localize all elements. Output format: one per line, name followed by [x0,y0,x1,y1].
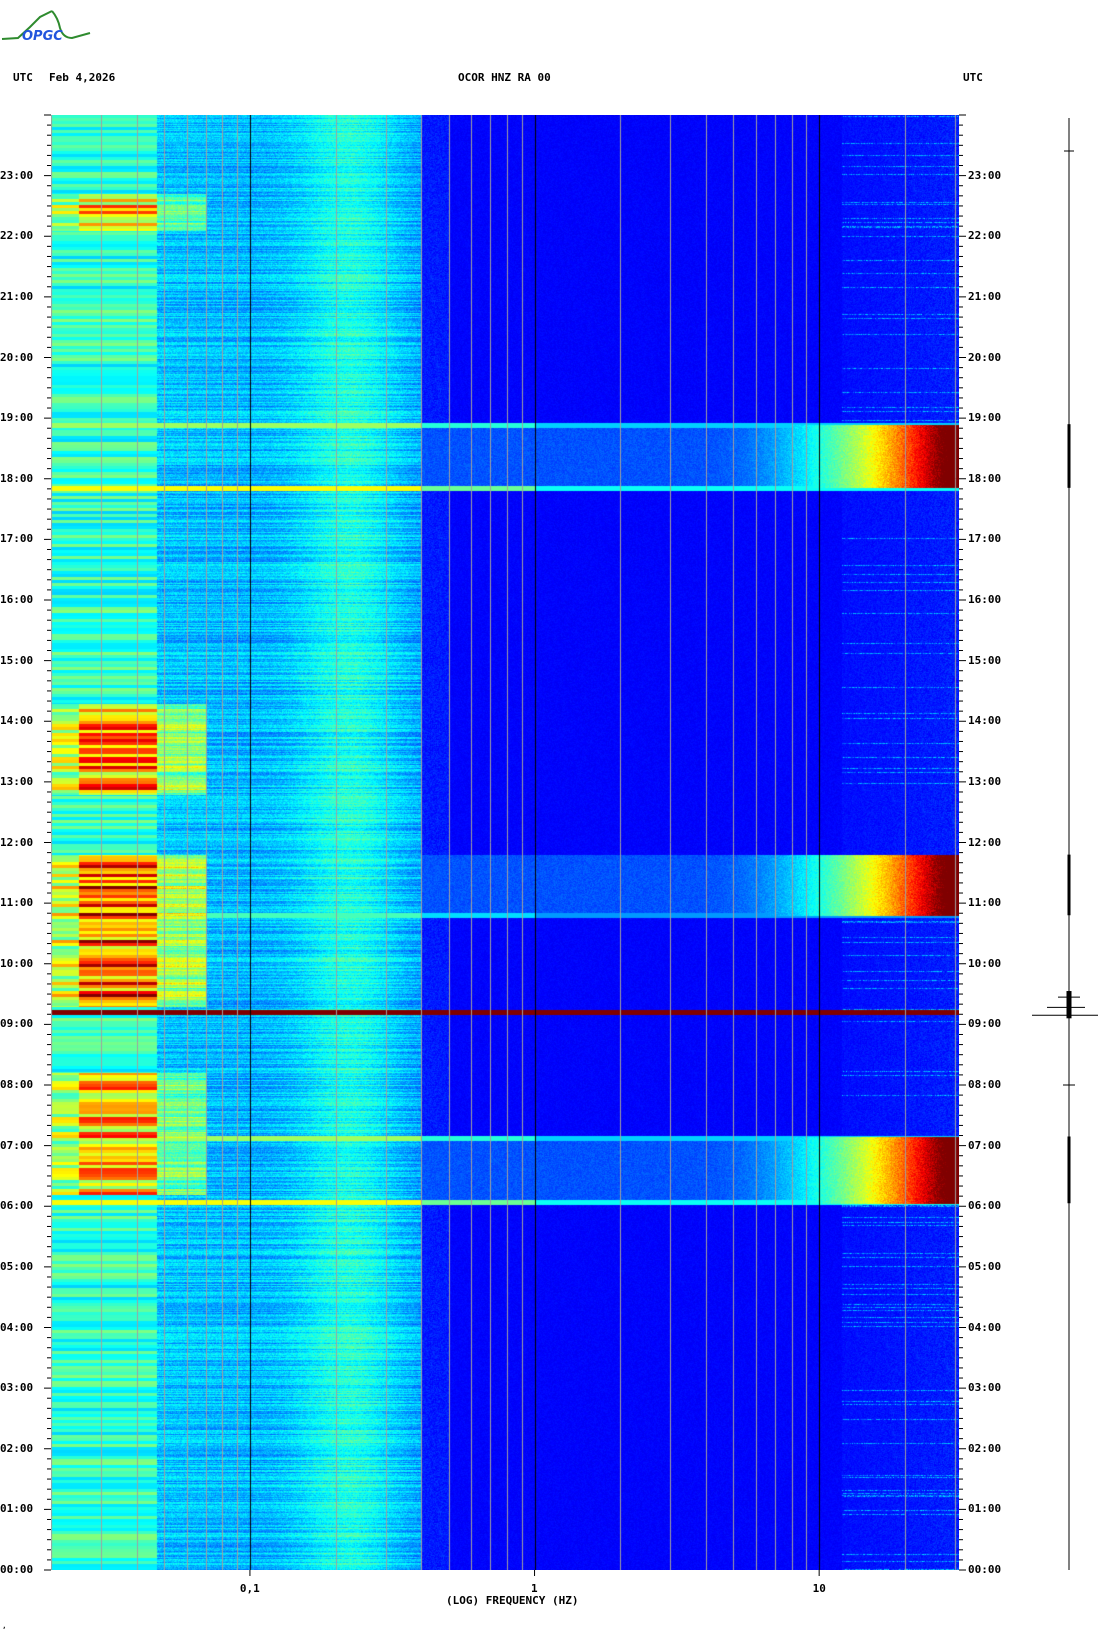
y-tick-label-left: 23:00 [0,168,34,182]
y-tick-label-left: 20:00 [0,350,34,364]
y-tick-label-right: 14:00 [968,714,1002,728]
y-tick-label-right: 23:00 [968,168,1002,182]
y-tick-label-right: 13:00 [968,774,1002,788]
y-tick-label-left: 21:00 [0,289,34,303]
y-tick-label-left: 03:00 [0,1381,34,1395]
y-tick-label-left: 01:00 [0,1502,34,1516]
y-tick-label-right: 16:00 [968,593,1002,606]
y-tick-label-left: 00:00 [0,1563,34,1576]
y-tick-label-left: 13:00 [0,774,34,788]
y-tick-label-right: 19:00 [968,411,1002,425]
y-tick-label-right: 06:00 [968,1199,1002,1213]
y-tick-label-right: 12:00 [968,835,1002,849]
y-tick-label-left: 02:00 [0,1441,34,1455]
y-tick-label-right: 10:00 [968,956,1002,970]
y-tick-label-left: 11:00 [0,896,34,910]
y-tick-label-right: 11:00 [968,896,1002,910]
y-tick-label-right: 00:00 [968,1563,1002,1576]
header-timezone-right: UTC [963,71,983,84]
y-tick-label-right: 05:00 [968,1259,1002,1273]
y-tick-label-right: 03:00 [968,1381,1002,1395]
y-tick-label-right: 15:00 [968,653,1002,667]
x-axis-title: (LOG) FREQUENCY (HZ) [446,1594,579,1607]
y-tick-label-right: 18:00 [968,471,1002,485]
y-tick-label-right: 01:00 [968,1502,1002,1516]
header-station: OCOR HNZ RA 00 [458,71,551,84]
y-tick-label-left: 06:00 [0,1199,34,1213]
y-tick-label-left: 04:00 [0,1320,34,1334]
y-tick-label-left: 12:00 [0,835,34,849]
y-tick-label-right: 09:00 [968,1017,1002,1031]
y-tick-label-left: 10:00 [0,956,34,970]
header-timezone-left: UTC [13,71,33,84]
y-tick-label-right: 04:00 [968,1320,1002,1334]
footer-mark: ʼ [2,1626,7,1634]
opgc-logo: OPGC [1,10,91,44]
y-tick-label-left: 17:00 [0,532,34,546]
x-tick-label-10: 10 [812,1582,826,1595]
y-tick-label-left: 16:00 [0,593,34,606]
y-tick-label-left: 07:00 [0,1138,34,1152]
x-tick-label-1: 1 [531,1582,538,1595]
y-tick-label-right: 08:00 [968,1078,1002,1091]
spectrogram-heatmap [51,115,959,1570]
y-tick-label-left: 14:00 [0,714,34,728]
y-tick-label-right: 21:00 [968,289,1002,303]
y-tick-label-left: 05:00 [0,1259,34,1273]
y-tick-label-right: 07:00 [968,1138,1002,1152]
y-tick-label-right: 02:00 [968,1441,1002,1455]
y-tick-label-right: 22:00 [968,229,1002,243]
y-tick-label-left: 22:00 [0,229,34,243]
y-tick-label-left: 15:00 [0,653,34,667]
x-tick-label-0.1: 0,1 [239,1582,260,1595]
logo-text: OPGC [22,29,63,44]
y-tick-label-left: 09:00 [0,1017,34,1031]
y-tick-label-right: 17:00 [968,532,1002,546]
y-tick-label-left: 08:00 [0,1078,34,1091]
y-tick-label-left: 19:00 [0,411,34,425]
y-tick-label-left: 18:00 [0,471,34,485]
y-tick-label-right: 20:00 [968,350,1002,364]
header-date: Feb 4,2026 [49,71,116,84]
